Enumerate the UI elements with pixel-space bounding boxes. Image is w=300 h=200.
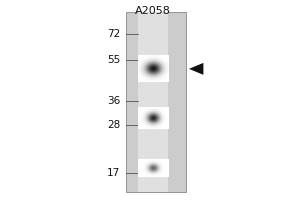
Text: 55: 55 xyxy=(107,55,120,65)
Text: 36: 36 xyxy=(107,96,120,106)
Bar xyxy=(138,12,168,192)
Text: A2058: A2058 xyxy=(135,6,171,16)
Polygon shape xyxy=(189,63,203,75)
Text: 28: 28 xyxy=(107,120,120,130)
Text: 72: 72 xyxy=(107,29,120,39)
Bar xyxy=(126,12,186,192)
Text: 17: 17 xyxy=(107,168,120,178)
